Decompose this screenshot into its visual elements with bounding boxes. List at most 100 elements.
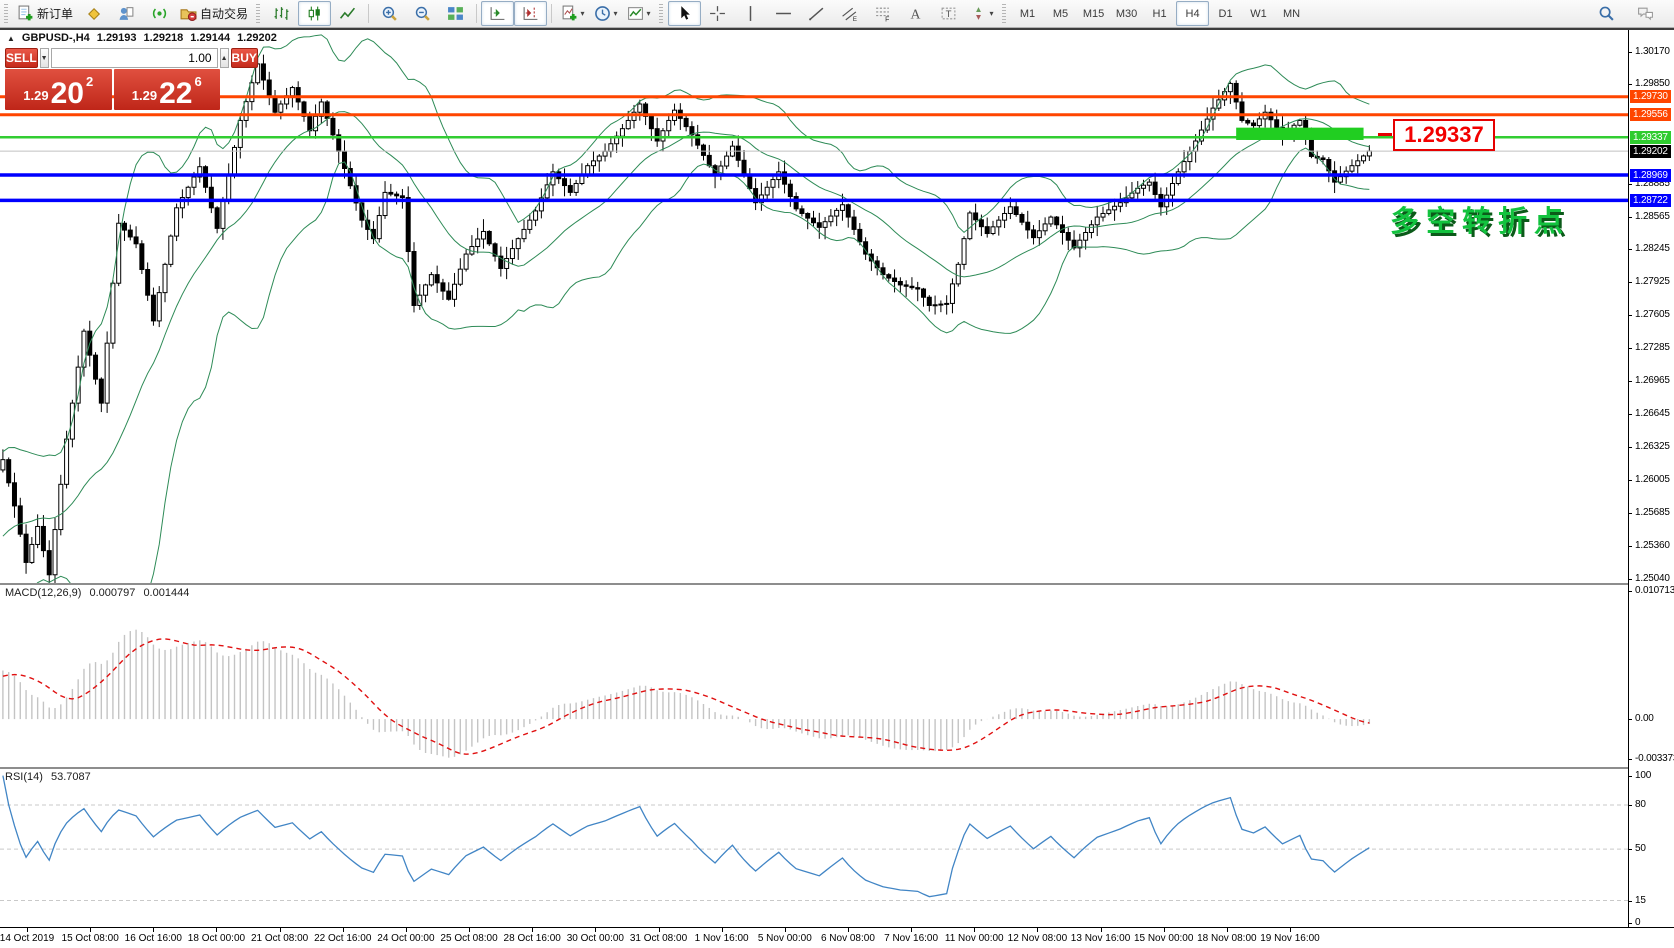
bar-chart-button[interactable] xyxy=(265,1,298,26)
new-order-button[interactable]: 新订单 xyxy=(13,1,77,26)
axis-tick-mark xyxy=(1629,759,1632,761)
ohlc-high: 1.29218 xyxy=(143,32,184,44)
price-axis[interactable]: 1.30170 1.29850 1.28885 1.28565 1.28245 1.279… xyxy=(1628,30,1674,928)
chart-shift-button[interactable] xyxy=(514,1,548,26)
macd-name: MACD(12,26,9) xyxy=(5,587,82,599)
signals-button[interactable] xyxy=(143,1,176,26)
price-chart-pane[interactable] xyxy=(0,30,1628,583)
pane-splitter[interactable] xyxy=(0,583,1674,585)
toolbar-grip[interactable] xyxy=(1002,4,1007,23)
tile-windows-button[interactable] xyxy=(439,1,472,26)
cursor-tool-button[interactable] xyxy=(668,1,702,26)
toolbar-grip[interactable] xyxy=(4,4,8,23)
text-tool-button[interactable]: A xyxy=(899,1,932,26)
zoom-out-button[interactable] xyxy=(406,1,439,26)
ohlc-low: 1.29144 xyxy=(190,32,231,44)
channel-icon: E xyxy=(841,5,858,22)
market-watch-button[interactable] xyxy=(77,1,110,26)
horizontal-line-tool-button[interactable] xyxy=(767,1,800,26)
macd-main-value: 0.000797 xyxy=(89,587,136,599)
timeframe-h1[interactable]: H1 xyxy=(1143,1,1176,26)
search-button[interactable] xyxy=(1590,1,1623,26)
buy-button[interactable]: BUY xyxy=(230,48,258,68)
toolbar-grip[interactable] xyxy=(256,4,261,23)
axis-tick-mark xyxy=(1629,183,1632,185)
turning-point-annotation[interactable]: 多空转折点 xyxy=(1390,206,1571,238)
macd-pane[interactable]: MACD(12,26,9) 0.000797 0.001444 xyxy=(0,585,1628,767)
new-order-icon xyxy=(17,5,34,22)
label-tool-button[interactable]: T xyxy=(932,1,965,26)
one-click-trading-panel: SELL ▼ ▲ BUY 1.29 20 2 1.29 22 6 xyxy=(5,48,258,110)
panel-collapse-icon[interactable]: ▲ xyxy=(7,34,15,43)
chart-window[interactable]: MACD(12,26,9) 0.000797 0.001444 RSI(14) … xyxy=(0,30,1674,948)
chevron-down-icon[interactable]: ▾ xyxy=(989,9,994,18)
toolbar-grip[interactable] xyxy=(659,4,664,23)
templates-button[interactable]: ▾ xyxy=(622,1,655,26)
time-tick-label: 5 Nov 00:00 xyxy=(757,933,812,944)
timeframe-mn[interactable]: MN xyxy=(1275,1,1308,26)
sell-button[interactable]: SELL xyxy=(5,48,38,68)
vertical-line-tool-button[interactable] xyxy=(734,1,767,26)
rsi-pane[interactable]: RSI(14) 53.7087 xyxy=(0,769,1628,927)
auto-scroll-button[interactable] xyxy=(481,1,515,26)
price-level-tag: 1.28969 xyxy=(1630,168,1671,182)
time-tick-mark xyxy=(1100,928,1102,932)
time-tick-mark xyxy=(90,928,92,932)
macd-signal-value: 0.001444 xyxy=(143,587,190,599)
time-tick-label: 7 Nov 16:00 xyxy=(884,933,939,944)
time-axis[interactable]: 14 Oct 2019 15 Oct 08:00 16 Oct 16:00 18 Oc… xyxy=(0,927,1674,948)
zoom-in-button[interactable] xyxy=(373,1,406,26)
volume-increase-button[interactable]: ▲ xyxy=(219,48,229,68)
trendline-tool-button[interactable] xyxy=(800,1,833,26)
sell-price-box[interactable]: 1.29 20 2 xyxy=(5,69,112,110)
timeframe-m5[interactable]: M5 xyxy=(1044,1,1077,26)
crosshair-tool-button[interactable] xyxy=(701,1,734,26)
price-tick-label: 1.25360 xyxy=(1635,539,1670,551)
time-tick-label: 18 Nov 08:00 xyxy=(1197,933,1257,944)
ohlc-close: 1.29202 xyxy=(237,32,277,44)
arrows-tool-button[interactable]: ▾ xyxy=(965,1,998,26)
price-tick-label: 1.26965 xyxy=(1635,375,1670,387)
axis-tick-mark xyxy=(1629,849,1632,851)
price-level-tag: 1.29556 xyxy=(1630,108,1671,122)
time-tick-mark xyxy=(153,928,155,932)
volume-decrease-button[interactable]: ▼ xyxy=(39,48,49,68)
chevron-down-icon[interactable]: ▾ xyxy=(580,9,585,18)
timeframe-w1-label: W1 xyxy=(1250,7,1267,20)
price-callout-dash xyxy=(1378,133,1392,136)
buy-price-box[interactable]: 1.29 22 6 xyxy=(113,69,220,110)
candlestick-chart-button[interactable] xyxy=(298,1,332,26)
volume-input[interactable] xyxy=(50,48,218,68)
chevron-down-icon[interactable]: ▾ xyxy=(613,9,618,18)
add-indicator-button[interactable]: ▾ xyxy=(556,1,589,26)
pane-splitter[interactable] xyxy=(0,767,1674,769)
timeframe-m1[interactable]: M1 xyxy=(1011,1,1044,26)
toolbar-separator xyxy=(551,4,553,23)
timeframe-m15[interactable]: M15 xyxy=(1077,1,1110,26)
time-tick-label: 24 Oct 00:00 xyxy=(377,933,435,944)
symbol-title: GBPUSD-,H4 xyxy=(21,32,90,44)
time-tick-mark xyxy=(721,928,723,932)
zoom-out-icon xyxy=(414,5,431,22)
timeframe-h4[interactable]: H4 xyxy=(1176,1,1210,26)
axis-tick-mark xyxy=(1629,578,1632,580)
chat-button[interactable] xyxy=(1629,1,1662,26)
periods-button[interactable]: ▾ xyxy=(589,1,622,26)
timeframe-d1[interactable]: D1 xyxy=(1209,1,1242,26)
channel-tool-button[interactable]: E xyxy=(833,1,866,26)
rsi-label: RSI(14) 53.7087 xyxy=(5,771,96,783)
timeframe-w1[interactable]: W1 xyxy=(1242,1,1275,26)
macd-chart xyxy=(2,629,1371,758)
chevron-down-icon[interactable]: ▾ xyxy=(646,9,651,18)
price-callout[interactable]: 1.29337 xyxy=(1393,119,1495,151)
time-tick-label: 11 Nov 00:00 xyxy=(944,933,1004,944)
rsi-chart xyxy=(0,775,1628,902)
fibonacci-tool-button[interactable]: F xyxy=(866,1,899,26)
auto-trading-button[interactable]: 自动交易 xyxy=(176,1,252,26)
timeframe-m30[interactable]: M30 xyxy=(1110,1,1143,26)
candles-icon xyxy=(306,5,323,22)
price-tick-label: 1.27285 xyxy=(1635,342,1670,354)
axis-tick-mark xyxy=(1629,413,1632,415)
data-window-button[interactable] xyxy=(110,1,143,26)
line-chart-button[interactable] xyxy=(331,1,364,26)
